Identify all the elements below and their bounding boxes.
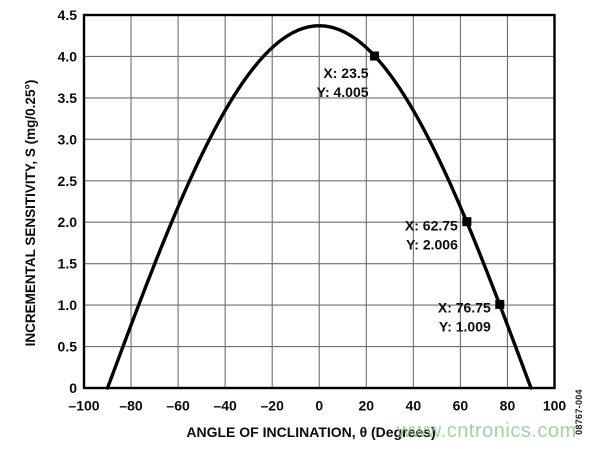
x-tick-label: 80 [500,398,516,414]
marker-annotation-line: X: 62.75 [405,218,458,234]
y-tick-label: 3.0 [58,131,78,147]
data-marker [462,217,472,227]
x-tick-label: –80 [119,398,143,414]
figure-id-label: 08767-004 [574,389,584,435]
marker-annotation-line: Y: 2.006 [406,237,458,253]
watermark-text: www.cntronics.com [397,420,577,442]
marker-annotation-line: X: 76.75 [438,299,491,315]
y-tick-label: 1.5 [58,256,78,272]
x-tick-label: 100 [543,398,567,414]
x-tick-label: 40 [406,398,422,414]
x-tick-label: –20 [261,398,285,414]
marker-annotation-line: Y: 1.009 [439,318,491,334]
y-tick-label: 4.0 [58,48,78,64]
y-tick-label: 3.5 [58,90,78,106]
x-tick-label: 20 [359,398,375,414]
x-tick-label: –40 [213,398,237,414]
marker-annotation-line: X: 23.5 [323,65,368,81]
y-tick-label: 2.0 [58,214,78,230]
plot-border [82,13,556,390]
marker-annotation-line: Y: 4.005 [317,84,369,100]
y-tick-label: 4.5 [58,7,78,23]
sensitivity-curve [105,24,533,390]
x-tick-label: –100 [68,398,99,414]
y-tick-label: 0.5 [58,339,78,355]
x-tick-label: –60 [166,398,190,414]
x-tick-label: 0 [315,398,323,414]
x-tick-label: 60 [453,398,469,414]
data-marker [370,51,380,61]
y-tick-label: 1.0 [58,297,78,313]
x-axis-title: ANGLE OF INCLINATION, θ (Degrees) [186,424,435,440]
y-axis-title: INCREMENTAL SENSITIVITY, S (mg/0.25°) [23,80,38,347]
y-tick-label: 2.5 [58,173,78,189]
y-tick-label: 0 [69,380,77,396]
data-marker [495,299,505,309]
